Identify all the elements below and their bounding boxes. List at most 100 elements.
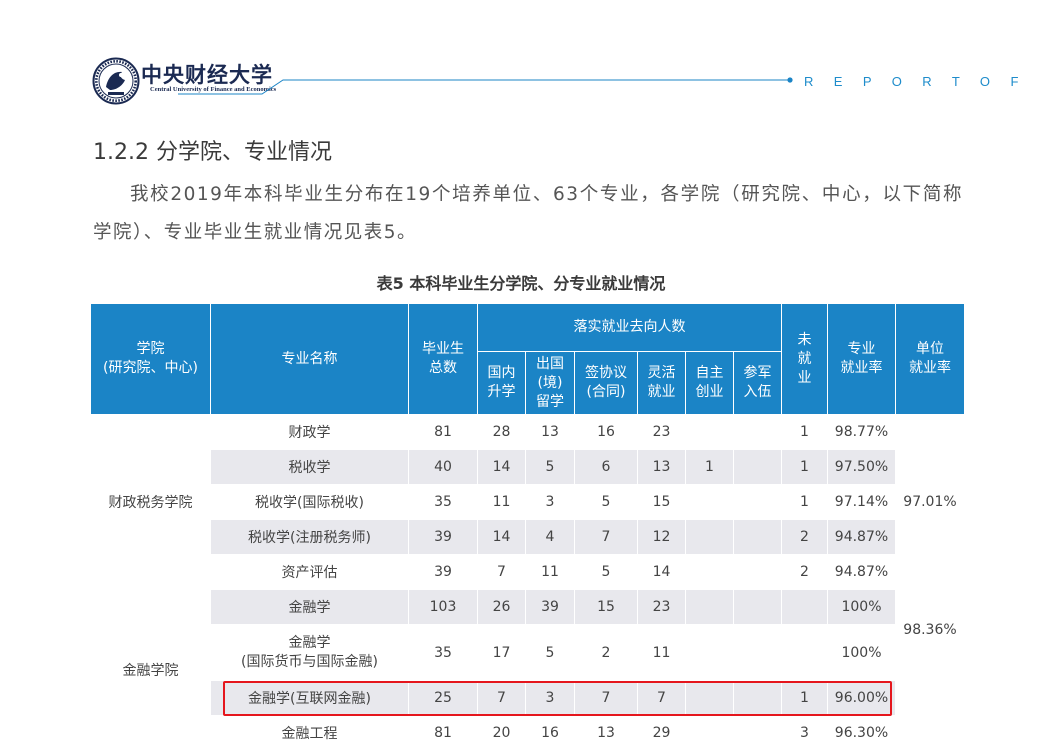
domestic-cell: 26 — [477, 589, 526, 625]
table-caption: 表5 本科毕业生分学院、分专业就业情况 — [376, 274, 666, 293]
unit-rate-cell: 97.01% — [895, 414, 965, 590]
table-row: 金融学院 金融学 103 26 39 15 23 100% 98.36% — [90, 589, 965, 751]
total-cell: 35 — [408, 484, 478, 520]
startup-cell — [685, 414, 734, 450]
header-destination-group: 落实就业去向人数 — [477, 303, 782, 352]
contract-cell: 13 — [574, 715, 638, 751]
header-rule — [178, 77, 793, 95]
rate-cell: 97.14% — [827, 484, 896, 520]
military-cell — [733, 715, 782, 751]
domestic-cell: 14 — [477, 519, 526, 555]
total-cell: 25 — [408, 680, 478, 716]
abroad-cell: 3 — [525, 484, 575, 520]
startup-cell — [685, 715, 734, 751]
employment-table: 学院 (研究院、中心) 专业名称 毕业生 总数 落实就业去向人数 未就业 专业 就业率… — [90, 303, 965, 751]
table-row: 金融工程 81 20 16 13 29 3 96.30% — [91, 715, 965, 751]
flexible-cell: 23 — [637, 589, 686, 625]
header-military: 参军 入伍 — [733, 351, 782, 415]
rate-cell: 100% — [827, 589, 896, 625]
contract-cell: 6 — [574, 449, 638, 485]
flexible-cell: 23 — [637, 414, 686, 450]
domestic-cell: 7 — [477, 554, 526, 590]
header-college: 学院 (研究院、中心) — [90, 303, 211, 415]
table-row: 财政税务学院 财政学 81 28 13 16 23 1 98.77% 97.01… — [90, 414, 965, 590]
startup-cell — [685, 554, 734, 590]
total-cell: 39 — [408, 554, 478, 590]
unemployed-cell — [781, 589, 828, 625]
college-cell: 财政税务学院 — [90, 414, 211, 590]
total-cell: 81 — [408, 715, 478, 751]
unemployed-cell: 3 — [781, 715, 828, 751]
rate-cell: 98.77% — [827, 414, 896, 450]
table-row-highlighted: 金融学(互联网金融) 25 7 3 7 7 1 96.00% — [91, 680, 965, 716]
military-cell — [733, 414, 782, 450]
abroad-cell: 4 — [525, 519, 575, 555]
military-cell — [733, 624, 782, 681]
startup-cell: 1 — [685, 449, 734, 485]
header-domestic: 国内 升学 — [477, 351, 526, 415]
abroad-cell: 11 — [525, 554, 575, 590]
rate-cell: 94.87% — [827, 519, 896, 555]
flexible-cell: 13 — [637, 449, 686, 485]
abroad-cell: 5 — [525, 624, 575, 681]
flexible-cell: 7 — [637, 680, 686, 716]
unemployed-cell: 2 — [781, 519, 828, 555]
table-row: 资产评估 39 7 11 5 14 2 94.87% — [91, 554, 965, 590]
major-cell: 税收学(国际税收) — [210, 484, 409, 520]
unemployed-cell: 2 — [781, 554, 828, 590]
military-cell — [733, 554, 782, 590]
university-name-cn: 中央财经大学 — [141, 62, 273, 87]
header-unit-rate: 单位 就业率 — [895, 303, 965, 415]
major-cell: 金融学 — [210, 589, 409, 625]
military-cell — [733, 449, 782, 485]
university-seal-icon — [92, 57, 140, 105]
abroad-cell: 13 — [525, 414, 575, 450]
total-cell: 40 — [408, 449, 478, 485]
major-cell: 金融学 (国际货币与国际金融) — [210, 624, 409, 681]
header-flexible: 灵活 就业 — [637, 351, 686, 415]
total-cell: 39 — [408, 519, 478, 555]
header-startup: 自主 创业 — [685, 351, 734, 415]
domestic-cell: 28 — [477, 414, 526, 450]
contract-cell: 16 — [574, 414, 638, 450]
major-cell: 税收学(注册税务师) — [210, 519, 409, 555]
military-cell — [733, 484, 782, 520]
contract-cell: 2 — [574, 624, 638, 681]
domestic-cell: 17 — [477, 624, 526, 681]
flexible-cell: 11 — [637, 624, 686, 681]
startup-cell — [685, 519, 734, 555]
contract-cell: 7 — [574, 680, 638, 716]
header-unemployed: 未就业 — [781, 303, 828, 415]
unit-rate-cell: 98.36% — [895, 589, 965, 751]
header-abroad: 出国 (境) 留学 — [525, 351, 575, 415]
total-cell: 35 — [408, 624, 478, 681]
major-cell: 财政学 — [210, 414, 409, 450]
table-row: 金融学 (国际货币与国际金融) 35 17 5 2 11 100% — [91, 624, 965, 681]
header-contract: 签协议 (合同) — [574, 351, 638, 415]
abroad-cell: 3 — [525, 680, 575, 716]
section-paragraph: 我校2019年本科毕业生分布在19个培养单位、63个专业，各学院（研究院、中心，… — [93, 184, 963, 243]
domestic-cell: 11 — [477, 484, 526, 520]
table-row: 税收学 40 14 5 6 13 1 1 97.50% — [91, 449, 965, 485]
rate-cell: 100% — [827, 624, 896, 681]
startup-cell — [685, 624, 734, 681]
contract-cell: 15 — [574, 589, 638, 625]
flexible-cell: 14 — [637, 554, 686, 590]
rate-cell: 94.87% — [827, 554, 896, 590]
section-title: 1.2.2 分学院、专业情况 — [93, 140, 332, 165]
abroad-cell: 39 — [525, 589, 575, 625]
major-cell: 资产评估 — [210, 554, 409, 590]
report-label: R E P O R T O F — [804, 74, 1027, 89]
unemployed-cell: 1 — [781, 449, 828, 485]
domestic-cell: 20 — [477, 715, 526, 751]
rate-cell: 97.50% — [827, 449, 896, 485]
military-cell — [733, 519, 782, 555]
university-name-en: Central University of Finance and Econom… — [150, 86, 277, 93]
rate-cell: 96.30% — [827, 715, 896, 751]
unemployed-cell: 1 — [781, 680, 828, 716]
flexible-cell: 12 — [637, 519, 686, 555]
abroad-cell: 5 — [525, 449, 575, 485]
startup-cell — [685, 589, 734, 625]
contract-cell: 7 — [574, 519, 638, 555]
major-cell: 税收学 — [210, 449, 409, 485]
